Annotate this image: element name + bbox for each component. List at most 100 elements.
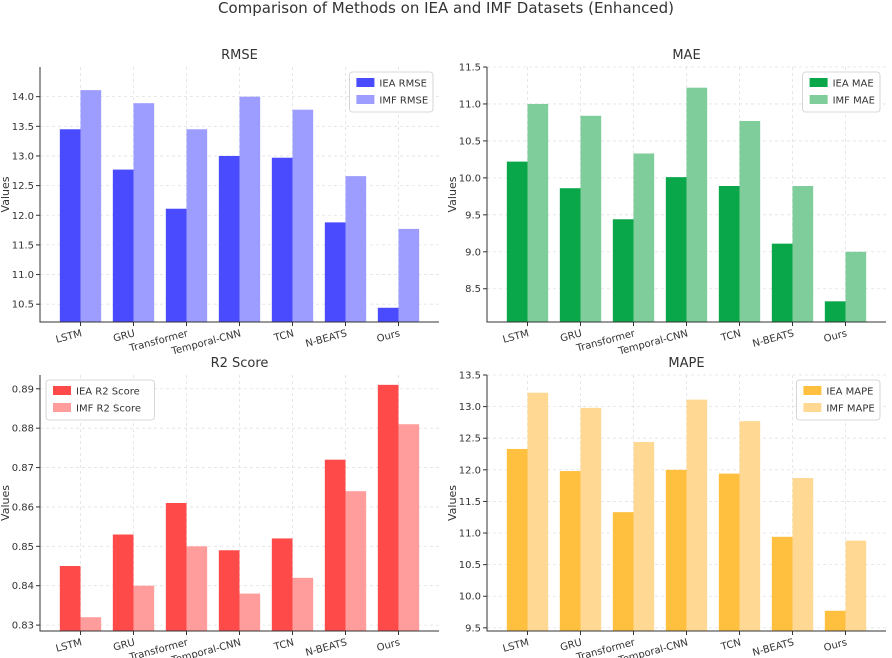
legend-label: IEA MAPE (826, 387, 873, 398)
bar-imf-mape-n-beats (792, 478, 814, 631)
bar-iea-mae-lstm (506, 161, 528, 322)
y-tick-label: 11.5 (459, 63, 481, 74)
bar-imf-mape-gru (580, 407, 602, 631)
legend-label: IMF R2 Score (76, 404, 141, 415)
bar-imf-mape-transformer (633, 442, 655, 631)
bar-imf-r2-score-lstm (80, 617, 102, 631)
y-tick-label: 0.86 (12, 502, 34, 513)
x-tick-label: N-BEATS (751, 637, 795, 658)
bar-imf-rmse-tcn (292, 109, 314, 322)
x-tick-label: N-BEATS (304, 328, 348, 350)
legend-label: IMF MAE (833, 96, 875, 107)
bar-iea-rmse-lstm (59, 129, 81, 322)
x-tick-label: TCN (719, 328, 742, 344)
bar-imf-rmse-temporal-cnn (239, 96, 261, 323)
legend-swatch (356, 78, 375, 87)
x-tick-label: TCN (719, 637, 742, 653)
y-tick-label: 10.5 (12, 300, 34, 311)
chart-rmse: RMSE 10.5 11.0 11.5 12.0 12.5 13.0 13.5 14.0 LSTM… (0, 48, 439, 358)
bar-iea-mae-ours (824, 301, 846, 322)
figure-title: Comparison of Methods on IEA and IMF Dat… (218, 0, 674, 17)
bar-iea-r2-score-lstm (59, 566, 81, 631)
legend-swatch (356, 95, 375, 104)
legend-label: IMF MAPE (826, 404, 874, 415)
bar-iea-mape-transformer (612, 512, 634, 631)
chart-title: MAE (672, 48, 700, 63)
bar-imf-mape-temporal-cnn (686, 399, 708, 631)
legend-label: IEA R2 Score (76, 387, 140, 398)
y-axis-label: Values (0, 176, 12, 212)
axis-spine (486, 375, 886, 632)
legend-swatch (809, 78, 828, 87)
bar-imf-mape-lstm (527, 392, 549, 631)
bar-imf-r2-score-tcn (292, 577, 314, 631)
legend-swatch (53, 386, 71, 395)
x-tick-label: LSTM (55, 637, 84, 655)
y-tick-label: 0.89 (12, 384, 34, 395)
bar-iea-mae-gru (559, 188, 581, 322)
bar-imf-r2-score-n-beats (345, 491, 367, 631)
chart-r2-score: R2 Score 0.83 0.84 0.85 0.86 0.87 0.88 0.89 LSTM… (0, 356, 439, 658)
bar-iea-mae-tcn (718, 186, 740, 322)
y-tick-label: 0.85 (12, 542, 34, 553)
bar-iea-rmse-n-beats (324, 222, 346, 322)
y-tick-label: 11.0 (12, 270, 34, 281)
bar-imf-rmse-lstm (80, 90, 102, 323)
y-tick-label: 8.5 (465, 284, 481, 295)
bar-iea-rmse-transformer (165, 208, 187, 322)
bar-iea-mae-n-beats (771, 243, 793, 322)
legend-label: IMF RMSE (379, 96, 428, 107)
chart-title: RMSE (221, 48, 258, 63)
x-tick-label: LSTM (502, 637, 531, 655)
bar-imf-mae-ours (845, 251, 867, 322)
bar-iea-mape-n-beats (771, 536, 793, 631)
y-tick-label: 12.5 (12, 181, 34, 192)
x-tick-label: N-BEATS (751, 328, 795, 350)
bar-iea-mape-temporal-cnn (665, 469, 687, 631)
bar-imf-mae-lstm (527, 103, 549, 323)
legend-label: IEA RMSE (379, 79, 427, 90)
y-axis-label: Values (446, 485, 459, 521)
bar-iea-r2-score-ours (377, 384, 399, 631)
y-tick-label: 10.0 (459, 592, 481, 603)
bar-imf-r2-score-ours (398, 424, 420, 631)
legend: IEA MAE IMF MAE (802, 71, 881, 113)
bar-iea-mape-tcn (718, 473, 740, 631)
legend-swatch (803, 386, 822, 395)
y-tick-label: 9.5 (465, 210, 481, 221)
bar-imf-rmse-ours (398, 228, 420, 322)
bar-iea-rmse-tcn (271, 157, 293, 322)
y-tick-label: 12.5 (459, 434, 481, 445)
y-tick-label: 9.0 (465, 247, 481, 258)
axis-spine (486, 67, 886, 323)
legend-swatch (53, 403, 71, 412)
x-tick-label: N-BEATS (304, 637, 348, 658)
y-tick-label: 12.0 (12, 211, 34, 222)
x-tick-label: TCN (272, 328, 295, 344)
bar-iea-rmse-ours (377, 307, 399, 322)
bar-iea-r2-score-gru (112, 534, 134, 631)
legend-swatch (809, 95, 828, 104)
chart-title: MAPE (668, 356, 704, 371)
legend: IEA MAPE IMF MAPE (796, 379, 881, 421)
y-tick-label: 0.83 (12, 621, 34, 632)
y-tick-label: 12.0 (459, 465, 481, 476)
legend-label: IEA MAE (833, 79, 874, 90)
y-tick-label: 10.5 (459, 136, 481, 147)
bar-iea-rmse-gru (112, 169, 134, 322)
bar-imf-r2-score-transformer (186, 546, 208, 631)
y-tick-label: 10.0 (459, 173, 481, 184)
y-tick-label: 11.0 (459, 99, 481, 110)
y-tick-label: 0.88 (12, 424, 34, 435)
y-tick-label: 9.5 (465, 623, 481, 634)
bar-imf-r2-score-temporal-cnn (239, 593, 261, 631)
x-tick-label: Ours (823, 328, 849, 345)
bar-iea-mae-transformer (612, 219, 634, 322)
bar-imf-r2-score-gru (133, 585, 155, 631)
bar-imf-mae-temporal-cnn (686, 87, 708, 323)
bar-iea-mape-ours (824, 610, 846, 631)
y-axis-label: Values (446, 176, 459, 212)
axis-spine (39, 375, 439, 632)
